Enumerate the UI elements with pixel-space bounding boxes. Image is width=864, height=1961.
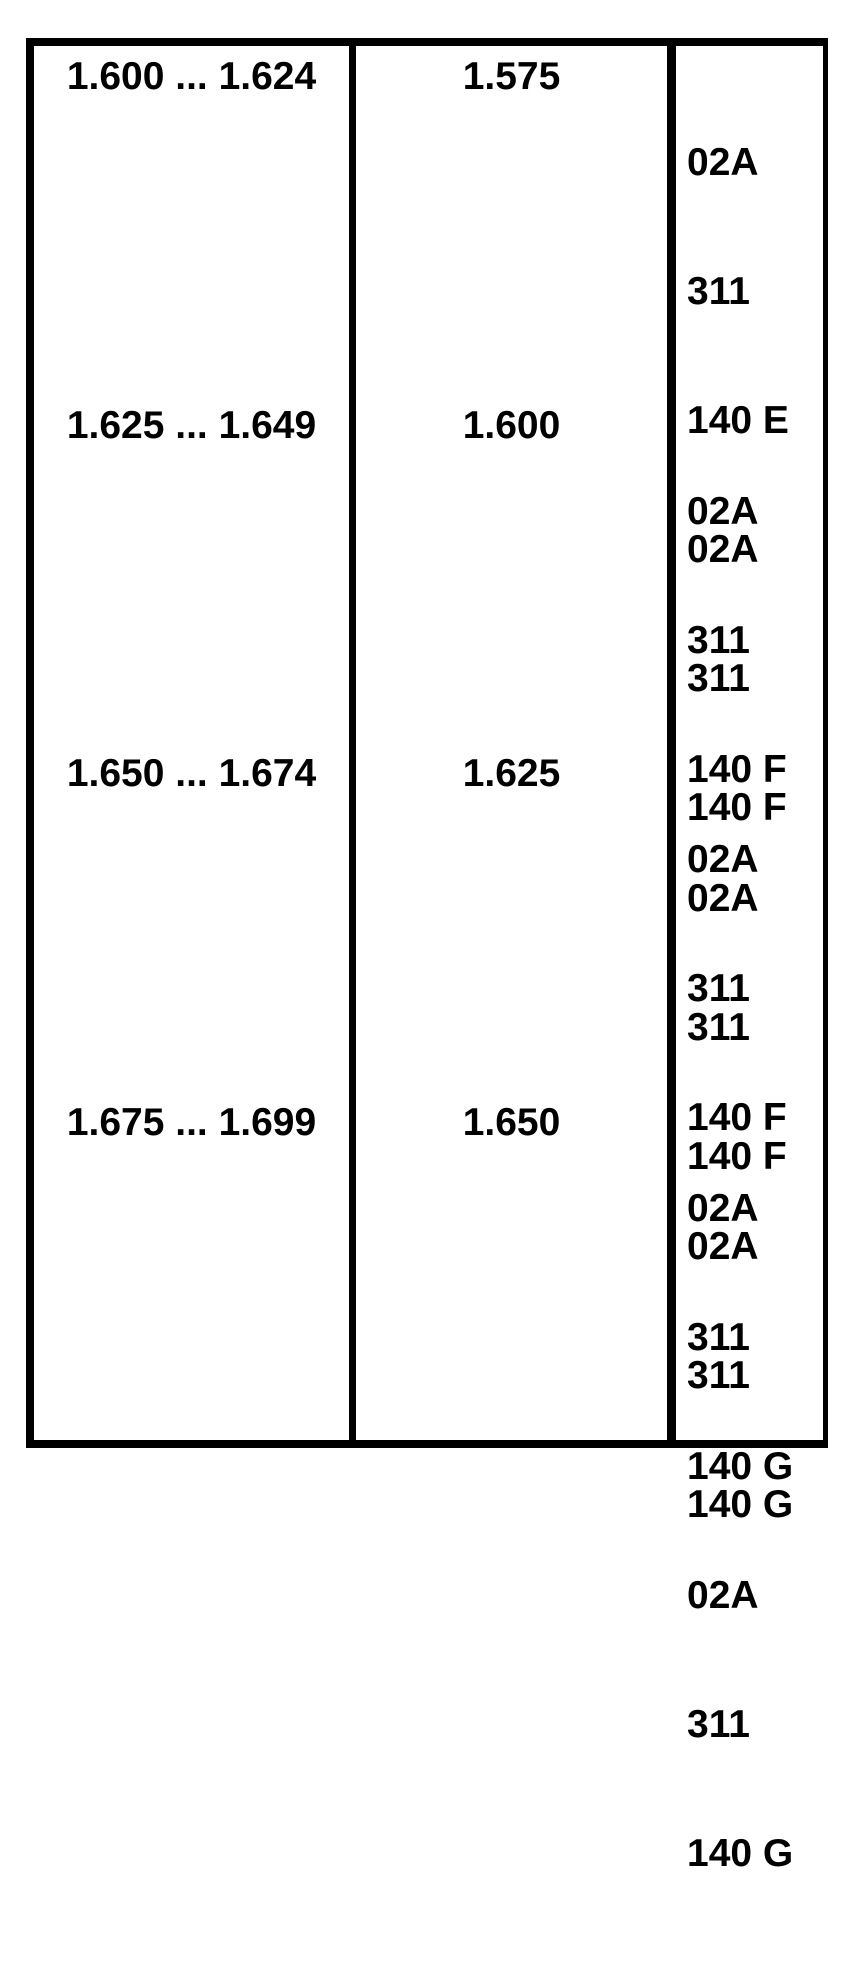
- code-line: 311: [687, 270, 750, 313]
- code-line: 02A: [687, 528, 759, 571]
- code-line: 311: [687, 619, 750, 662]
- column-divider: [349, 46, 356, 1440]
- code-line: 311: [687, 1703, 750, 1746]
- value-cell: 1.650: [462, 1101, 561, 1144]
- code-line: 02A: [687, 141, 759, 184]
- code-line: 02A: [687, 1187, 759, 1230]
- code-line: 02A: [687, 490, 759, 533]
- code-line: 02A: [687, 1574, 759, 1617]
- codes-cell: 02A 311 140 F 02A 311 140 F: [676, 404, 823, 1264]
- code-line: 311: [687, 967, 750, 1010]
- code-line: 140 G: [687, 1483, 794, 1526]
- code-line: 140 F: [687, 786, 787, 829]
- codes-cell: 02A 311 140 F 02A 311 140 G: [676, 752, 823, 1612]
- code-line: 140 F: [687, 748, 787, 791]
- column-range: 1.600 ... 1.624 1.625 ... 1.649 1.650 ..…: [34, 46, 349, 1440]
- code-line: 140 F: [687, 1135, 787, 1178]
- column-value: 1.575 1.600 1.625 1.650: [356, 46, 667, 1440]
- range-cell: 1.600 ... 1.624: [66, 55, 317, 98]
- code-line: 02A: [687, 1225, 759, 1268]
- code-line: 311: [687, 1354, 750, 1397]
- range-cell: 1.625 ... 1.649: [66, 404, 317, 447]
- value-cell: 1.625: [462, 752, 561, 795]
- code-line: 140 G: [687, 1445, 794, 1488]
- code-line: 140 F: [687, 1096, 787, 1139]
- code-line: 311: [687, 1316, 750, 1359]
- code-line: 311: [687, 657, 750, 700]
- range-cell: 1.675 ... 1.699: [66, 1101, 317, 1144]
- code-line: 02A: [687, 838, 759, 881]
- value-cell: 1.575: [462, 55, 561, 98]
- range-cell: 1.650 ... 1.674: [66, 752, 317, 795]
- codes-cell: 02A 311 140 G 02A 311 140 G: [676, 1101, 823, 1961]
- code-line: 311: [687, 1006, 750, 1049]
- codes-cell: 02A 311 140 E 02A 311 140 F: [676, 55, 823, 915]
- code-line: 02A: [687, 877, 759, 920]
- column-divider: [667, 46, 676, 1440]
- value-cell: 1.600: [462, 404, 561, 447]
- code-line: 140 G: [687, 1832, 794, 1875]
- column-codes: 02A 311 140 E 02A 311 140 F 02A 311 140 …: [676, 46, 823, 1875]
- code-line: 140 E: [687, 399, 789, 442]
- lookup-table: 1.600 ... 1.624 1.625 ... 1.649 1.650 ..…: [26, 38, 828, 1875]
